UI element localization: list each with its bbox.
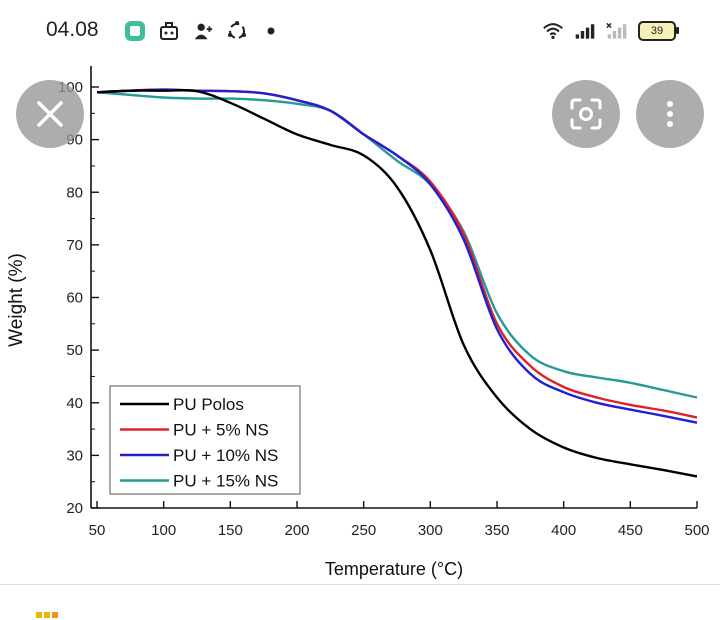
lens-button[interactable]	[552, 80, 620, 148]
sync-icon	[226, 20, 248, 42]
y-tick-label: 70	[66, 237, 83, 254]
x-axis-label: Temperature (°C)	[325, 559, 463, 579]
close-icon	[37, 101, 63, 127]
app-icon	[124, 20, 146, 42]
more-vert-icon	[667, 101, 673, 127]
y-tick-label: 40	[66, 395, 83, 412]
status-left-icons	[124, 20, 282, 42]
bottom-divider	[0, 584, 720, 585]
x-tick-label: 250	[351, 522, 376, 539]
signal-off-icon	[606, 20, 628, 42]
legend-label: PU Polos	[173, 395, 244, 414]
chart-ticks: 50 100 150 200 250 300 350 400 450 500 20 30 40 50 60 7…	[58, 79, 710, 539]
battery-icon: 39	[638, 21, 679, 41]
y-tick-label: 60	[66, 290, 83, 307]
battery-level: 39	[650, 25, 664, 37]
legend-label: PU + 10% NS	[173, 446, 278, 465]
signal-icon	[574, 20, 596, 42]
x-tick-label: 100	[151, 522, 176, 539]
legend: PU Polos PU + 5% NS PU + 10% NS PU + 15% NS	[109, 385, 301, 495]
y-tick-label: 20	[66, 500, 83, 517]
series-line-pu-polos	[96, 88, 698, 478]
y-axis-label: Weight (%)	[6, 253, 27, 347]
x-tick-label: 50	[89, 522, 106, 539]
chart-lines	[96, 88, 698, 478]
x-tick-label: 350	[484, 522, 509, 539]
close-button[interactable]	[16, 80, 84, 148]
status-bar: 04.08 39	[0, 0, 720, 64]
y-tick-label: 30	[66, 447, 83, 464]
more-options-button[interactable]	[636, 80, 704, 148]
y-tick-label: 50	[66, 342, 83, 359]
lens-scan-icon	[570, 98, 602, 130]
x-tick-label: 300	[418, 522, 443, 539]
x-tick-label: 150	[218, 522, 243, 539]
briefcase-icon	[158, 20, 180, 42]
status-right-icons: 39	[542, 20, 679, 42]
y-tick-label: 80	[66, 184, 83, 201]
dot-icon	[260, 20, 282, 42]
status-time: 04.08	[46, 18, 99, 41]
legend-label: PU + 15% NS	[173, 472, 278, 491]
x-tick-label: 400	[551, 522, 576, 539]
x-tick-label: 500	[684, 522, 709, 539]
x-tick-label: 200	[284, 522, 309, 539]
wifi-icon	[542, 20, 564, 42]
x-tick-label: 450	[618, 522, 643, 539]
legend-label: PU + 5% NS	[173, 421, 269, 440]
bottom-logo-icon	[36, 612, 58, 618]
series-line-pu-15-ns	[96, 91, 698, 399]
person-add-icon	[192, 20, 214, 42]
